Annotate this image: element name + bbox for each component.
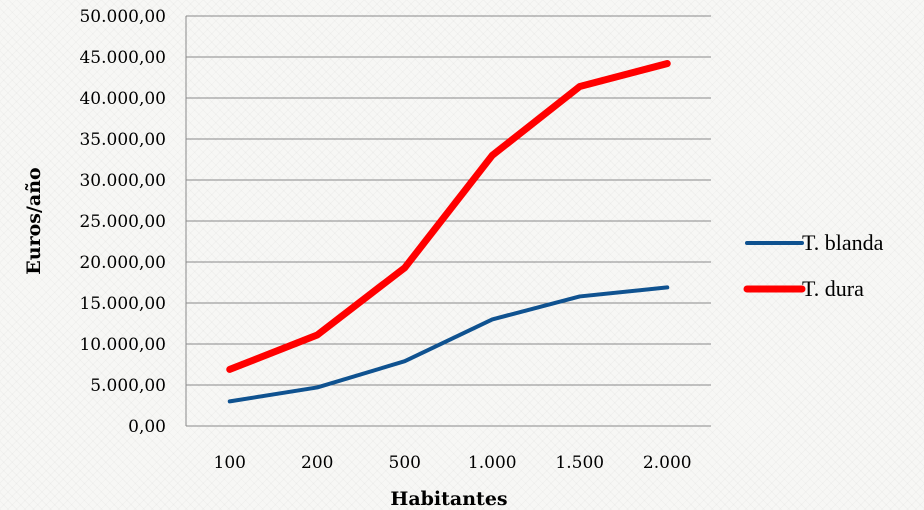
x-tick-label: 200 <box>301 453 333 473</box>
grid-lines <box>185 15 711 427</box>
series-line-1 <box>226 60 671 373</box>
legend: T. blanda T. dura <box>743 230 884 301</box>
x-tick-label: 100 <box>214 453 246 473</box>
y-tick-label: 0,00 <box>128 417 166 437</box>
y-axis-ticks: 0,00 5.000,00 10.000,00 15.000,00 20.000,00 2… <box>79 7 166 437</box>
y-tick-label: 50.000,00 <box>79 7 166 27</box>
y-tick-label: 20.000,00 <box>79 253 166 273</box>
y-tick-label: 45.000,00 <box>79 48 166 68</box>
y-tick-label: 5.000,00 <box>90 376 166 396</box>
y-tick-label: 30.000,00 <box>79 171 166 191</box>
y-axis-title: Euros/año <box>23 167 45 274</box>
x-tick-label: 500 <box>389 453 421 473</box>
x-tick-label: 1.500 <box>555 453 604 473</box>
x-axis-title: Habitantes <box>390 488 507 510</box>
y-tick-label: 15.000,00 <box>79 294 166 314</box>
x-tick-label: 1.000 <box>468 453 517 473</box>
x-axis-ticks: 100 200 500 1.000 1.500 2.000 <box>214 453 692 473</box>
y-tick-label: 25.000,00 <box>79 212 166 232</box>
y-tick-label: 35.000,00 <box>79 130 166 150</box>
legend-label: T. dura <box>802 276 864 301</box>
y-tick-label: 40.000,00 <box>79 89 166 109</box>
legend-label: T. blanda <box>802 230 884 255</box>
x-tick-label: 2.000 <box>643 453 692 473</box>
y-tick-label: 10.000,00 <box>79 335 166 355</box>
series-lines <box>226 60 671 404</box>
series-line-0 <box>227 285 670 404</box>
